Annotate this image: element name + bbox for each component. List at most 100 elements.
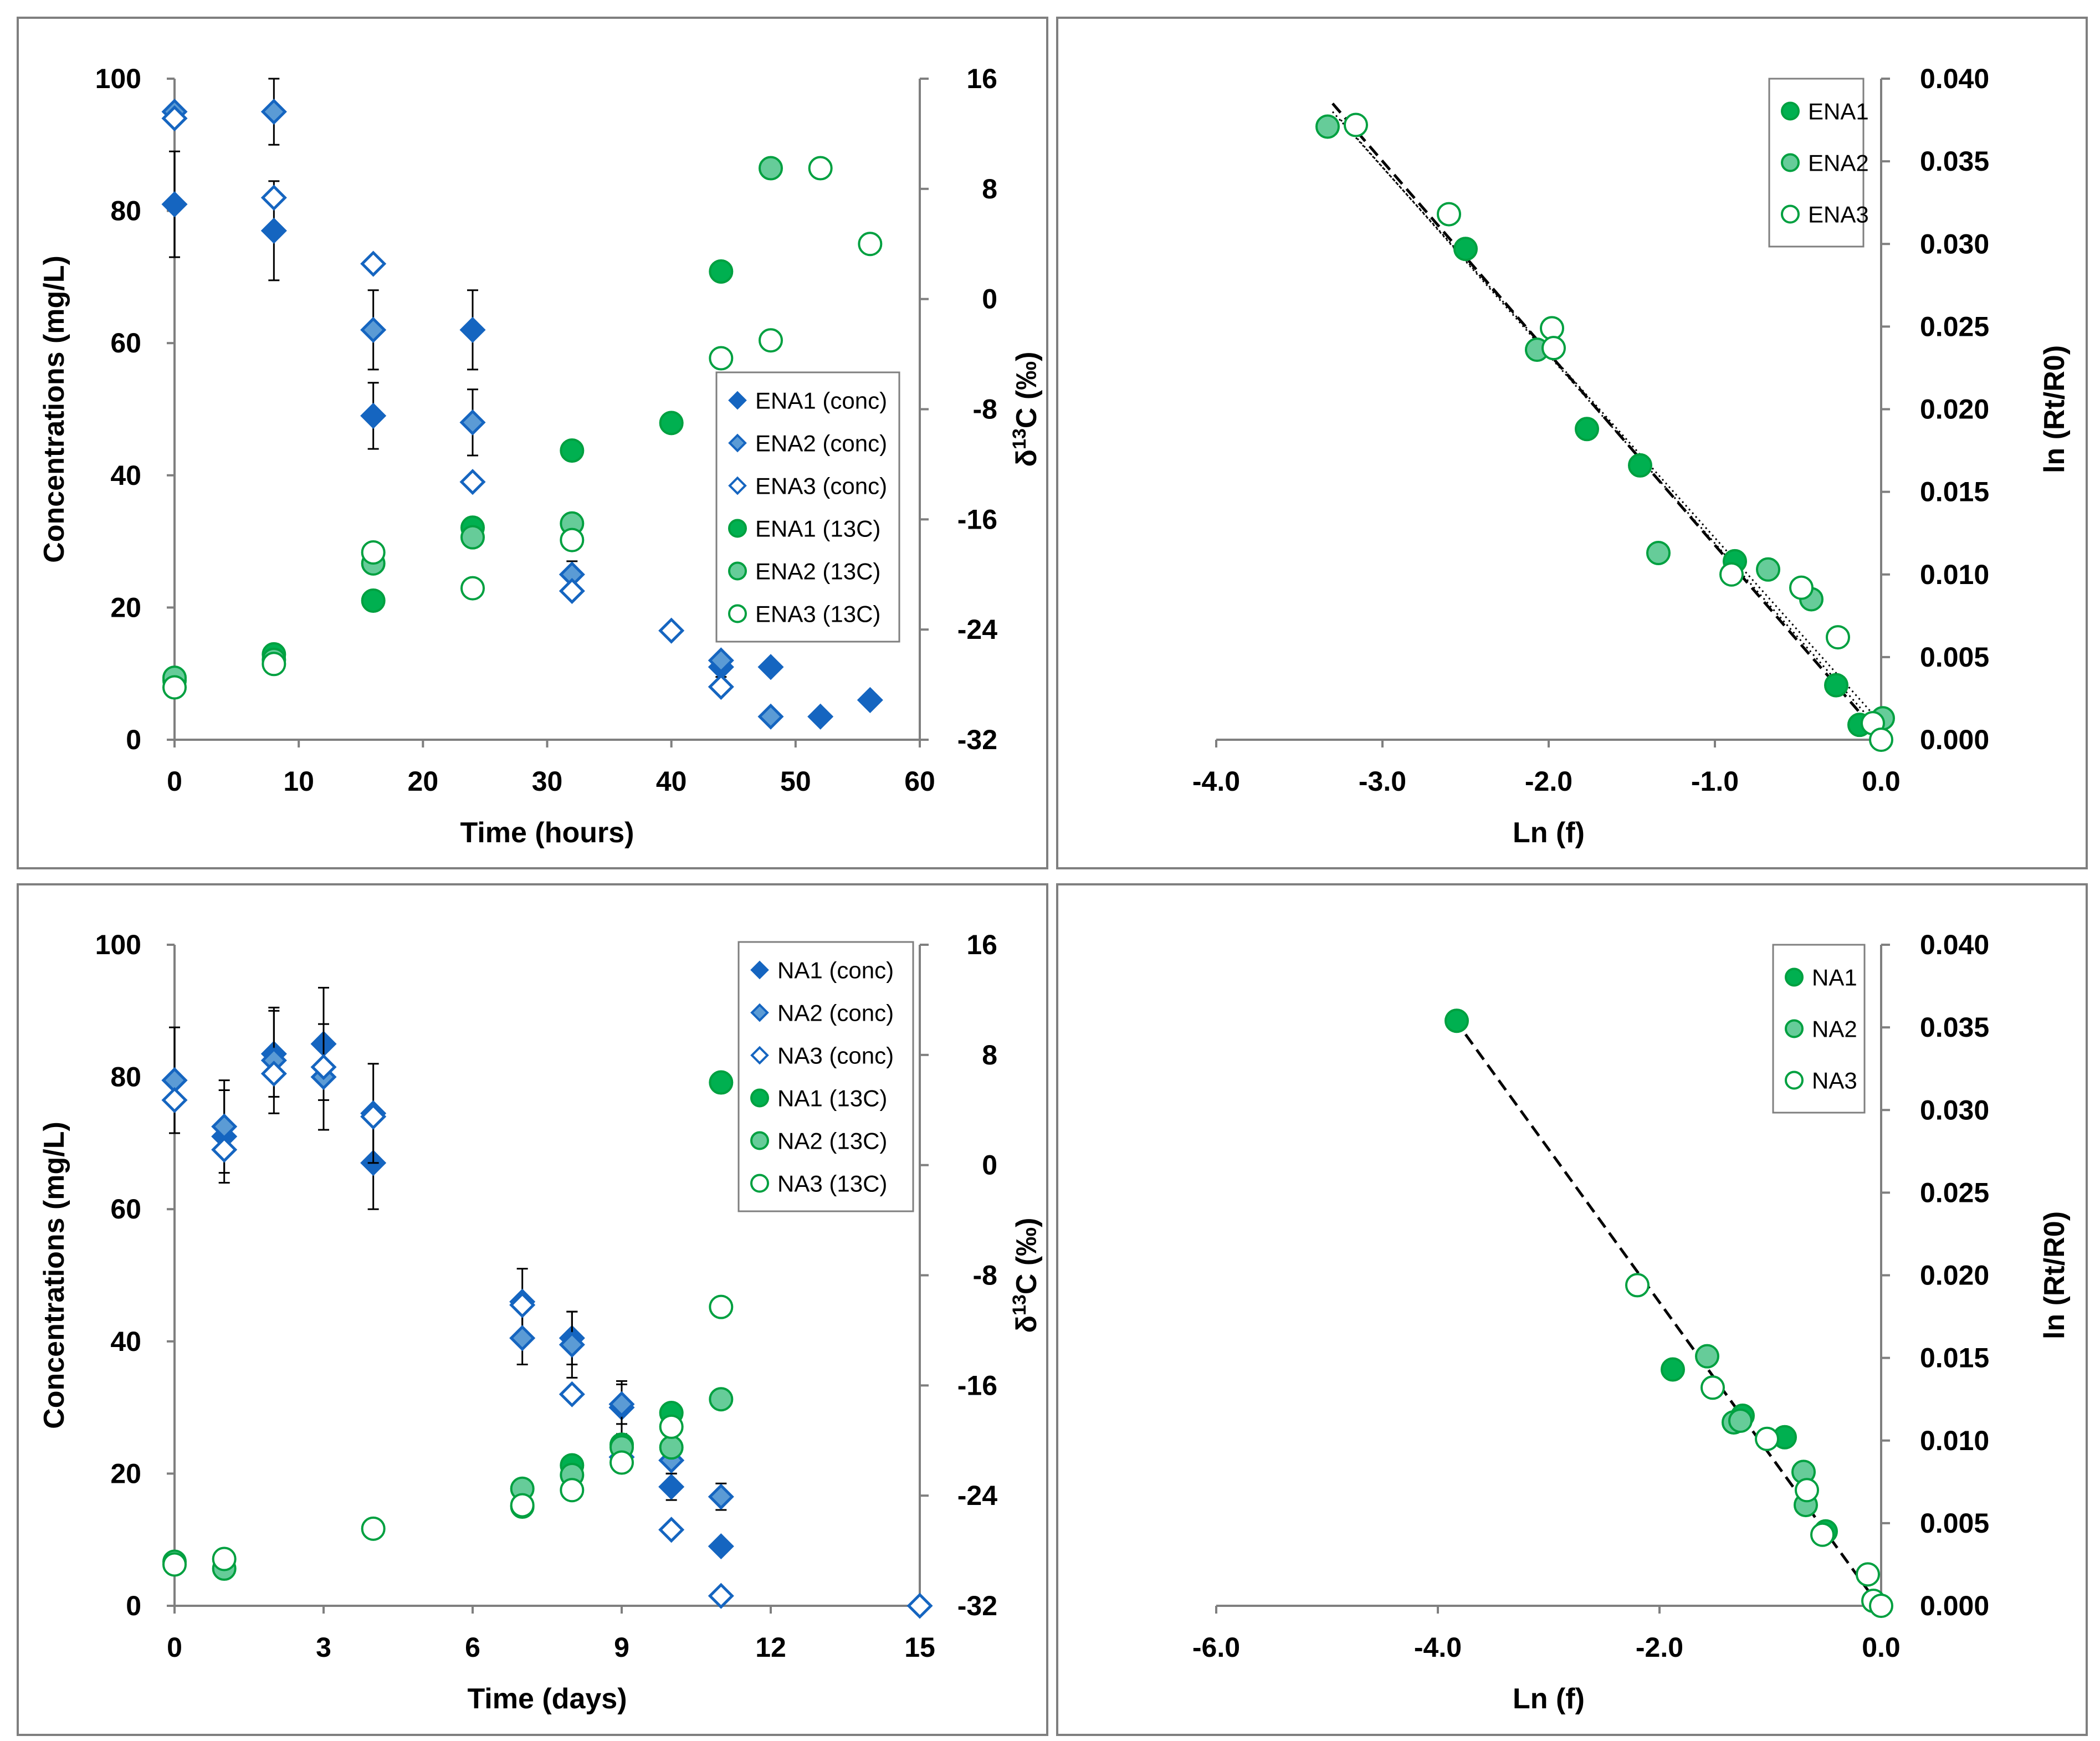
data-point bbox=[1453, 237, 1478, 262]
x-tick-label: 15 bbox=[904, 1632, 935, 1663]
legend-marker bbox=[728, 519, 747, 538]
legend-marker bbox=[728, 561, 747, 581]
legend-marker bbox=[728, 604, 747, 623]
data-point bbox=[708, 1583, 734, 1609]
legend-marker bbox=[1781, 204, 1800, 224]
data-point bbox=[1315, 114, 1340, 139]
data-point bbox=[360, 402, 387, 429]
legend-label: NA1 (conc) bbox=[777, 957, 894, 984]
y-tick-label: 0.020 bbox=[1920, 1260, 1989, 1291]
data-point bbox=[360, 250, 387, 277]
data-point bbox=[560, 1478, 585, 1503]
y2-tick-label: -16 bbox=[957, 504, 997, 535]
y-tick-label: 0.010 bbox=[1920, 1425, 1989, 1456]
y-tick-label: 20 bbox=[110, 1458, 141, 1489]
x-tick-label: -2.0 bbox=[1636, 1632, 1683, 1663]
y-tick-label: 100 bbox=[95, 63, 141, 94]
data-point bbox=[212, 1547, 237, 1571]
data-point bbox=[162, 675, 187, 700]
legend-label: ENA2 (conc) bbox=[755, 431, 887, 457]
legend-label: ENA3 bbox=[1808, 202, 1869, 228]
regression-fit-line bbox=[1331, 103, 1877, 733]
data-point bbox=[1701, 1375, 1725, 1400]
data-point bbox=[161, 191, 188, 218]
data-point bbox=[1856, 1562, 1880, 1587]
data-point bbox=[460, 576, 485, 601]
y-tick-label: 40 bbox=[110, 460, 141, 491]
series-ena3-conc bbox=[161, 105, 734, 700]
y-tick-label: 60 bbox=[110, 327, 141, 359]
data-point bbox=[260, 1061, 287, 1087]
x-tick-label: 6 bbox=[465, 1632, 480, 1663]
y2-tick-label: -32 bbox=[957, 724, 997, 755]
data-point bbox=[161, 105, 188, 132]
y-tick-label: 80 bbox=[110, 196, 141, 227]
data-point bbox=[709, 346, 734, 371]
x-tick-label: -6.0 bbox=[1192, 1632, 1240, 1663]
series-ena3 bbox=[1344, 112, 1893, 752]
data-point bbox=[757, 703, 784, 730]
series-na3-conc bbox=[161, 1054, 933, 1619]
y2-tick-label: 16 bbox=[966, 63, 997, 94]
y-tick-label: 40 bbox=[110, 1326, 141, 1357]
legend-marker bbox=[1785, 1019, 1804, 1038]
data-point bbox=[709, 1070, 734, 1095]
legend-marker bbox=[750, 1046, 769, 1065]
panel-d-chart: -6.0 -4.0 -2.0 0.0 Ln (f) 0.000 0.005 0.010 0.01… bbox=[1056, 883, 2088, 1736]
panel-b-frame bbox=[1056, 17, 2088, 869]
y2-axis-label: δ13C (‰) bbox=[1009, 1217, 1043, 1333]
x-tick-label: -3.0 bbox=[1359, 766, 1406, 797]
data-point bbox=[658, 1517, 685, 1543]
y-tick-label: 0.005 bbox=[1920, 642, 1989, 673]
y-axis-label: ln (Rt/R0) bbox=[2038, 1211, 2071, 1339]
y-tick-label: 0.000 bbox=[1920, 1590, 1989, 1621]
data-point bbox=[560, 528, 585, 552]
y2-tick-label: 0 bbox=[982, 1150, 997, 1181]
data-point bbox=[708, 1533, 734, 1560]
data-point bbox=[360, 316, 387, 343]
data-point bbox=[709, 259, 734, 284]
data-point bbox=[1719, 562, 1744, 587]
series-ena3-13c bbox=[162, 156, 883, 700]
panel-d-frame bbox=[1056, 883, 2088, 1736]
data-point bbox=[709, 1294, 734, 1319]
y2-tick-label: -8 bbox=[973, 1260, 997, 1291]
y-tick-label: 0 bbox=[126, 1590, 141, 1621]
y-axis-label: ln (Rt/R0) bbox=[2038, 345, 2071, 473]
data-point bbox=[460, 525, 485, 550]
data-point bbox=[361, 1516, 386, 1541]
legend-marker bbox=[1785, 967, 1804, 987]
data-point bbox=[310, 1054, 337, 1081]
data-point bbox=[260, 185, 287, 211]
x-tick-label: 60 bbox=[904, 766, 935, 797]
y-tick-label: 60 bbox=[110, 1194, 141, 1225]
x-axis-label: Ln (f) bbox=[1513, 1683, 1585, 1715]
y-tick-label: 0.025 bbox=[1920, 311, 1989, 342]
legend-label: ENA2 (13C) bbox=[755, 559, 880, 585]
legend-label: NA3 (13C) bbox=[777, 1171, 887, 1197]
legend-box bbox=[715, 371, 900, 643]
x-tick-label: 40 bbox=[656, 766, 687, 797]
series-na3-13c bbox=[162, 1294, 734, 1577]
legend-marker bbox=[1781, 153, 1800, 172]
data-point bbox=[211, 1136, 238, 1163]
y-tick-label: 0.015 bbox=[1920, 477, 1989, 508]
legend-label: ENA1 (conc) bbox=[755, 388, 887, 414]
x-axis-label: Time (days) bbox=[467, 1683, 627, 1715]
y-tick-label: 0.030 bbox=[1920, 1094, 1989, 1125]
y2-tick-label: 16 bbox=[966, 929, 997, 960]
y-tick-label: 0 bbox=[126, 724, 141, 755]
data-point bbox=[260, 217, 287, 244]
legend-marker bbox=[728, 433, 747, 453]
legend-marker bbox=[750, 1088, 769, 1108]
legend-label: ENA3 (13C) bbox=[755, 601, 880, 627]
data-point bbox=[659, 411, 684, 436]
legend-label: NA1 bbox=[1812, 965, 1857, 991]
data-point bbox=[459, 469, 486, 495]
data-point bbox=[709, 1387, 734, 1412]
data-point bbox=[559, 578, 585, 605]
panel-b-chart: -4.0 -3.0 -2.0 -1.0 0.0 Ln (f) 0.000 0.005 0.010… bbox=[1056, 17, 2088, 869]
data-point bbox=[1789, 575, 1814, 600]
